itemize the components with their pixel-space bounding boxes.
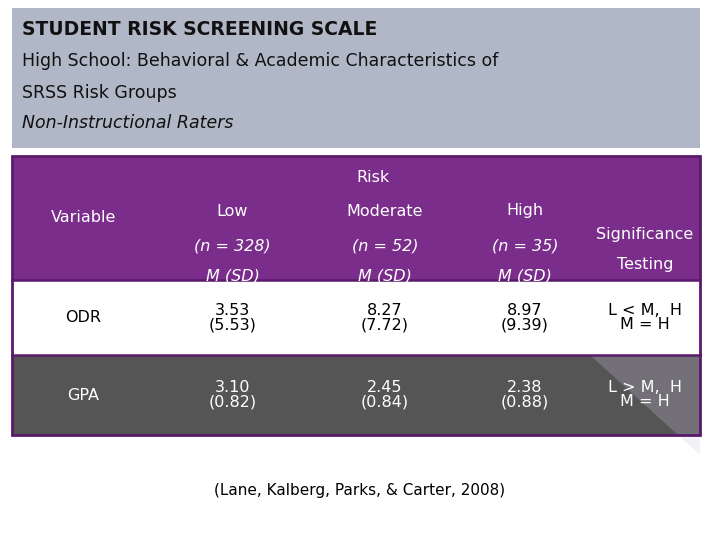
Bar	[12, 355, 700, 435]
Text: (n = 328): (n = 328)	[194, 239, 271, 253]
Text: Testing: Testing	[617, 256, 673, 272]
Text: 8.27: 8.27	[367, 303, 402, 318]
Text: M = H: M = H	[620, 395, 670, 409]
Bar	[12, 156, 700, 280]
Bar	[12, 156, 700, 435]
Text: Significance: Significance	[596, 226, 693, 241]
Text: (0.84): (0.84)	[361, 395, 409, 409]
Text: (0.82): (0.82)	[208, 395, 256, 409]
Text: Variable: Variable	[51, 211, 116, 226]
Text: SRSS Risk Groups: SRSS Risk Groups	[22, 84, 176, 102]
Text: M = H: M = H	[620, 317, 670, 332]
Text: M (SD): M (SD)	[358, 268, 412, 284]
Text: STUDENT RISK SCREENING SCALE: STUDENT RISK SCREENING SCALE	[22, 20, 377, 39]
Text: ODR: ODR	[66, 310, 102, 325]
Text: (n = 52): (n = 52)	[352, 239, 418, 253]
Text: (9.39): (9.39)	[501, 317, 549, 332]
Text: Moderate: Moderate	[347, 204, 423, 219]
Text: (7.72): (7.72)	[361, 317, 409, 332]
Text: Risk: Risk	[356, 171, 389, 186]
Bar	[12, 8, 700, 148]
Text: M (SD): M (SD)	[498, 268, 552, 284]
Text: L > M,  H: L > M, H	[608, 381, 682, 395]
Text: Low: Low	[217, 204, 248, 219]
Text: (0.88): (0.88)	[501, 395, 549, 409]
Text: 2.38: 2.38	[508, 381, 543, 395]
Text: M (SD): M (SD)	[206, 268, 259, 284]
Text: (Lane, Kalberg, Parks, & Carter, 2008): (Lane, Kalberg, Parks, & Carter, 2008)	[215, 483, 505, 497]
Text: 2.45: 2.45	[367, 381, 402, 395]
Text: 3.10: 3.10	[215, 381, 251, 395]
Text: 8.97: 8.97	[507, 303, 543, 318]
Polygon shape	[590, 355, 700, 455]
Text: GPA: GPA	[68, 388, 99, 402]
Text: Non-Instructional Raters: Non-Instructional Raters	[22, 114, 233, 132]
Text: High School: Behavioral & Academic Characteristics of: High School: Behavioral & Academic Chara…	[22, 52, 498, 70]
Text: 3.53: 3.53	[215, 303, 250, 318]
Text: High: High	[506, 204, 544, 219]
Text: L < M,  H: L < M, H	[608, 303, 682, 318]
Bar	[12, 280, 700, 355]
Text: (5.53): (5.53)	[209, 317, 256, 332]
Text: (n = 35): (n = 35)	[492, 239, 558, 253]
Bar	[12, 156, 700, 435]
